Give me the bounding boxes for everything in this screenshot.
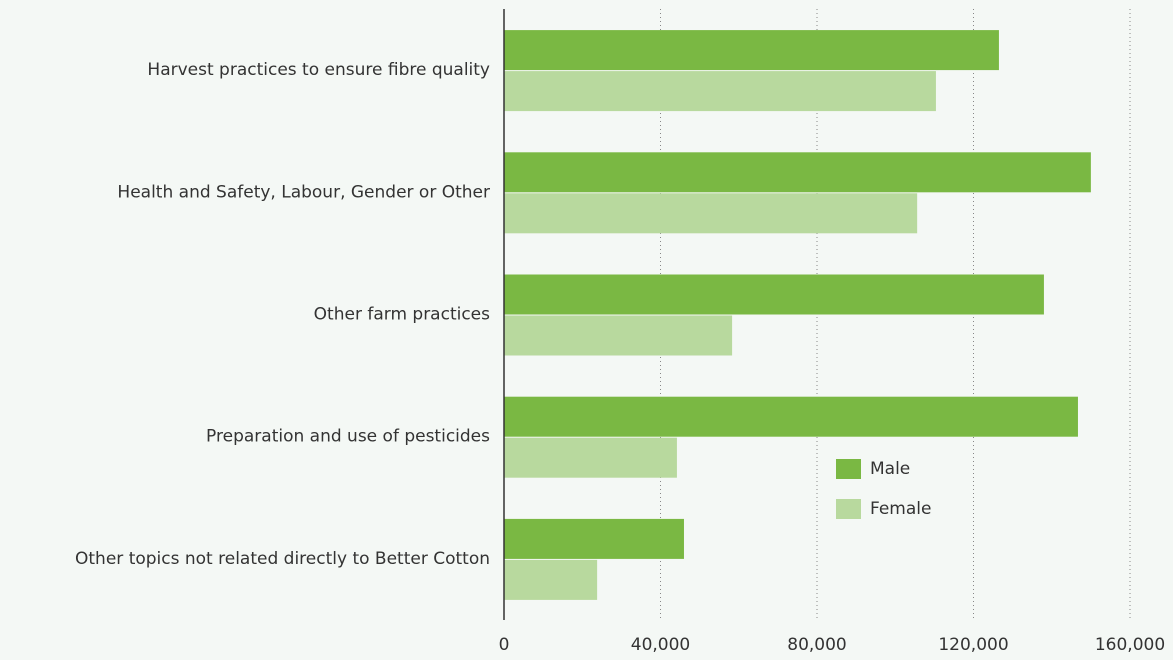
legend-swatch [836,499,861,519]
x-tick-label: 0 [499,635,510,655]
y-tick-label: Preparation and use of pesticides [206,427,490,447]
bar [504,518,684,559]
x-tick-label: 40,000 [631,635,690,655]
bar [504,274,1044,315]
bar [504,71,936,112]
x-tick-label: 80,000 [787,635,846,655]
y-tick-label: Other topics not related directly to Bet… [75,549,490,569]
bar [504,152,1091,193]
legend-swatch [836,459,861,479]
bar [504,193,918,234]
bar [504,437,677,478]
bar [504,559,598,600]
bar [504,315,733,356]
bar [504,30,999,71]
x-tick-label: 160,000 [1095,635,1165,655]
legend-label: Female [870,499,931,519]
x-tick-label: 120,000 [938,635,1008,655]
y-tick-label: Harvest practices to ensure fibre qualit… [147,60,490,80]
y-tick-label: Health and Safety, Labour, Gender or Oth… [117,182,490,202]
bar [504,396,1078,437]
y-tick-label: Other farm practices [314,305,490,325]
legend-label: Male [870,459,910,479]
